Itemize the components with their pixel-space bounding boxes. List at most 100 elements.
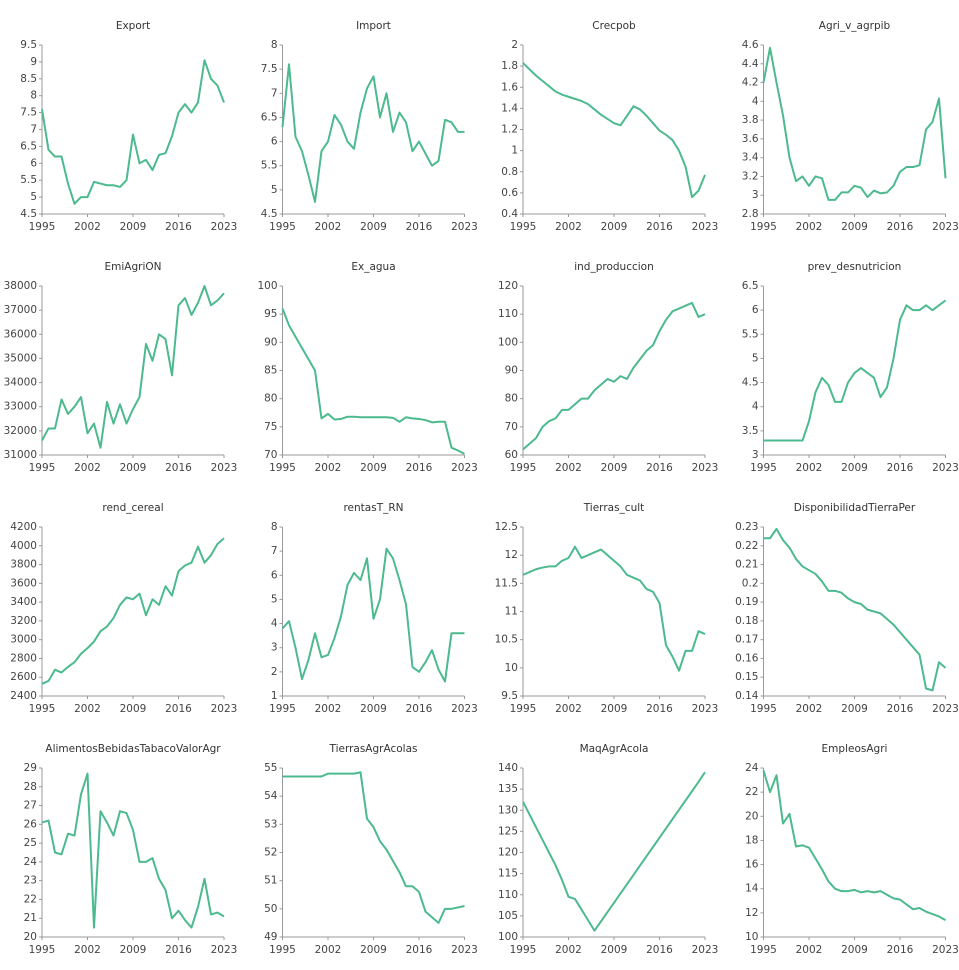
y-tick-label: 38000 [4, 280, 37, 292]
y-tick-label: 8 [30, 90, 37, 102]
y-tick-label: 6 [271, 569, 278, 581]
y-tick-label: 90 [264, 336, 277, 348]
y-tick-label: 5.5 [261, 160, 278, 172]
x-tick-label: 1995 [510, 944, 537, 956]
x-tick-label: 2002 [315, 703, 342, 715]
x-tick-label: 2002 [796, 944, 823, 956]
data-line [763, 299, 947, 442]
y-tick-label: 5 [30, 191, 37, 203]
y-tick-label: 32000 [4, 425, 37, 437]
y-tick-label: 25 [24, 837, 37, 849]
x-tick-label: 2016 [646, 462, 673, 474]
data-line [522, 301, 706, 451]
x-tick-label: 2009 [841, 462, 868, 474]
y-tick-label: 3.2 [742, 170, 759, 182]
y-tick-label: 6.5 [742, 280, 759, 292]
y-tick-label: 37000 [4, 304, 37, 316]
y-tick-label: 26 [24, 818, 38, 830]
y-tick-label: 100 [498, 336, 518, 348]
y-tick-label: 12 [505, 549, 518, 561]
x-tick-label: 2009 [360, 703, 387, 715]
y-tick-label: 4 [271, 618, 278, 630]
y-tick-label: 2 [271, 666, 278, 678]
y-tick-label: 10.5 [495, 634, 518, 646]
chart-title: prev_desnutricion [808, 261, 902, 273]
data-line [41, 285, 225, 449]
y-tick-label: 6.5 [261, 111, 278, 123]
y-tick-label: 85 [264, 365, 277, 377]
data-line [522, 545, 706, 672]
x-tick-label: 2009 [120, 944, 147, 956]
x-tick-label: 1995 [750, 462, 777, 474]
y-tick-label: 1.2 [501, 124, 518, 136]
y-tick-label: 10 [745, 931, 758, 943]
x-tick-label: 1995 [29, 221, 56, 233]
x-tick-label: 1995 [510, 221, 537, 233]
y-tick-label: 9.5 [20, 39, 37, 51]
y-tick-label: 52 [264, 847, 277, 859]
x-tick-label: 2023 [932, 944, 959, 956]
y-tick-label: 135 [498, 783, 518, 795]
x-tick-label: 2009 [601, 944, 628, 956]
x-tick-label: 1995 [750, 221, 777, 233]
chart-title: Ex_agua [351, 261, 395, 273]
y-tick-label: 9.5 [501, 690, 518, 702]
y-tick-label: 12.5 [495, 521, 518, 533]
x-tick-label: 2023 [211, 221, 238, 233]
y-tick-label: 50 [264, 903, 277, 915]
x-tick-label: 1995 [269, 462, 296, 474]
x-tick-label: 1995 [269, 703, 296, 715]
y-tick-label: 120 [498, 847, 518, 859]
y-tick-label: 4 [752, 401, 759, 413]
data-line [282, 771, 465, 924]
x-tick-label: 2023 [932, 462, 959, 474]
x-tick-label: 2023 [932, 703, 959, 715]
x-tick-label: 2009 [120, 462, 147, 474]
chart-title: ind_produccion [574, 261, 654, 273]
y-tick-label: 0.22 [735, 540, 758, 552]
y-tick-label: 53 [264, 818, 277, 830]
x-tick-label: 2023 [451, 944, 478, 956]
x-tick-label: 1995 [269, 221, 296, 233]
x-tick-label: 2002 [796, 703, 823, 715]
x-tick-label: 2016 [887, 462, 914, 474]
y-tick-label: 0.15 [735, 671, 758, 683]
y-tick-label: 2 [511, 39, 518, 51]
y-tick-label: 5.5 [20, 174, 37, 186]
y-tick-label: 33000 [4, 401, 37, 413]
x-tick-label: 2023 [451, 703, 478, 715]
y-tick-label: 9 [30, 56, 37, 68]
y-tick-label: 2600 [10, 671, 37, 683]
x-tick-label: 1995 [750, 944, 777, 956]
x-tick-label: 2023 [692, 462, 719, 474]
y-tick-label: 90 [505, 365, 518, 377]
x-tick-label: 2023 [932, 221, 959, 233]
x-tick-label: 2023 [211, 462, 238, 474]
y-tick-label: 4.5 [742, 377, 759, 389]
y-tick-label: 0.8 [501, 166, 518, 178]
x-tick-label: 2016 [646, 944, 673, 956]
y-tick-label: 5 [752, 352, 759, 364]
y-tick-label: 8.5 [20, 73, 37, 85]
y-tick-label: 4 [752, 95, 759, 107]
y-tick-label: 20 [24, 931, 37, 943]
y-tick-label: 5 [271, 593, 278, 605]
chart-title: Import [356, 20, 391, 32]
x-tick-label: 1995 [750, 703, 777, 715]
x-tick-label: 2009 [601, 221, 628, 233]
x-tick-label: 2016 [887, 703, 914, 715]
x-tick-label: 2009 [841, 703, 868, 715]
x-tick-label: 2023 [211, 944, 238, 956]
y-tick-label: 12 [745, 907, 758, 919]
y-tick-label: 0.21 [735, 559, 758, 571]
y-tick-label: 100 [498, 931, 518, 943]
y-tick-label: 7 [30, 124, 37, 136]
y-tick-label: 2800 [10, 652, 37, 664]
x-tick-label: 2023 [211, 703, 238, 715]
x-tick-label: 1995 [29, 703, 56, 715]
y-tick-label: 11 [505, 606, 518, 618]
y-tick-label: 3.6 [742, 133, 759, 145]
y-tick-label: 0.17 [735, 634, 758, 646]
x-tick-label: 2023 [692, 221, 719, 233]
data-line [41, 59, 225, 205]
